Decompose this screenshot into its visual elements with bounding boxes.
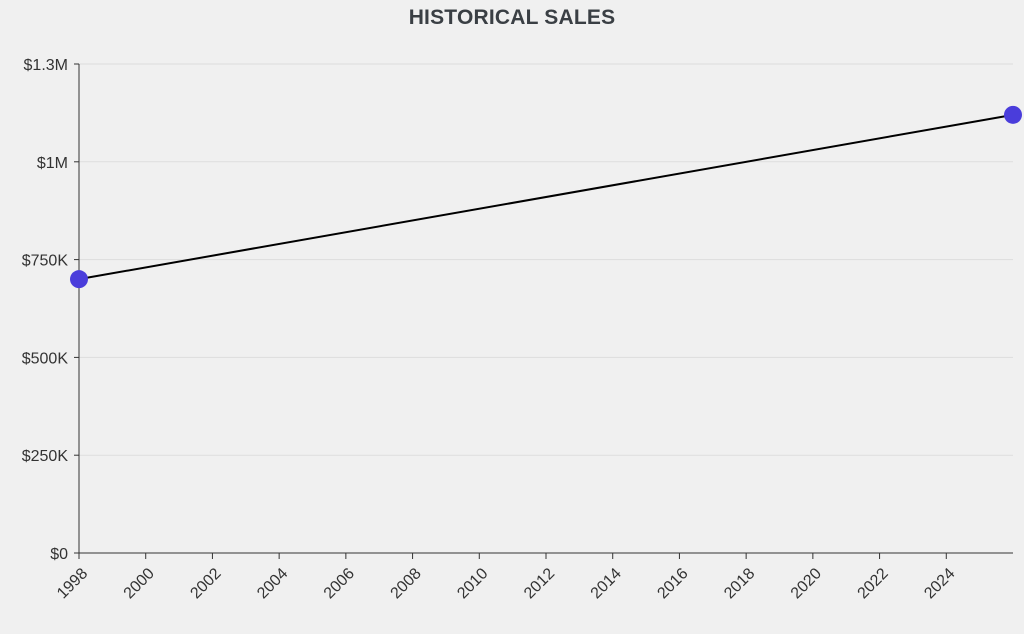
x-tick-label: 2016	[654, 565, 691, 602]
x-tick-label: 2024	[921, 565, 958, 602]
series-group	[70, 105, 1022, 289]
x-tick-label: 2000	[121, 565, 158, 602]
x-tick-label: 2014	[588, 565, 625, 602]
data-point	[70, 270, 88, 289]
x-tick-label: 2010	[454, 565, 491, 602]
x-tick-label: 2002	[187, 565, 224, 602]
y-tick-label: $1M	[37, 155, 68, 172]
x-tick-label: 2020	[788, 565, 825, 602]
x-tick-label: 2004	[254, 565, 291, 602]
x-tick-label: 2022	[855, 565, 892, 602]
y-tick-label: $750K	[22, 253, 69, 270]
y-tick-label: $1.3M	[24, 57, 68, 74]
x-tick-label: 2008	[388, 565, 425, 602]
data-point	[1004, 105, 1022, 124]
x-tick-label: 1998	[54, 565, 91, 602]
series-line	[78, 113, 1014, 281]
chart-title: HISTORICAL SALES	[408, 6, 616, 29]
y-tick-label: $250K	[22, 448, 69, 465]
gridlines	[79, 63, 1013, 456]
y-axis: $0 $250K $500K $750K $1M $1.3M	[22, 57, 80, 563]
x-axis: 1998 2000 2002 2004 2006 2008 2010 2012 2014 2016…	[54, 552, 1013, 602]
y-tick-label: $500K	[22, 350, 69, 367]
x-tick-label: 2018	[721, 565, 758, 602]
y-tick-label: $0	[50, 546, 68, 563]
x-tick-label: 2006	[321, 565, 358, 602]
x-tick-label: 2012	[521, 565, 558, 602]
